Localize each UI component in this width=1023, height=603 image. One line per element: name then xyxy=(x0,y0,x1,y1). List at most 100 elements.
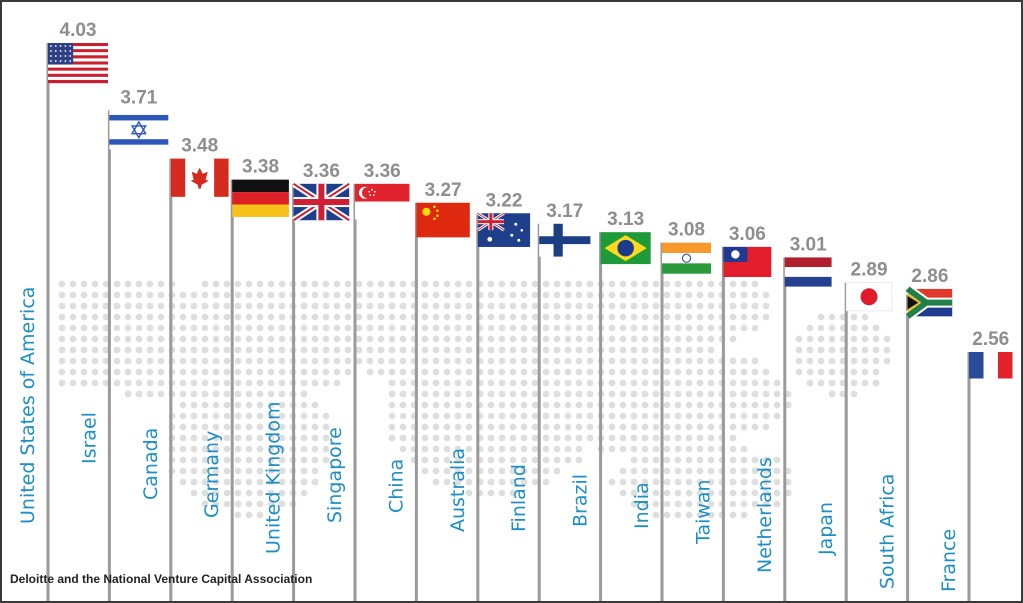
map-dot xyxy=(245,500,253,508)
map-dot xyxy=(652,456,660,464)
map-dot xyxy=(399,324,407,332)
map-dot xyxy=(278,467,286,475)
map-dot xyxy=(432,456,440,464)
map-dot xyxy=(751,412,759,420)
map-dot xyxy=(278,500,286,508)
map-dot xyxy=(729,412,737,420)
taiwan-flag-icon xyxy=(723,246,772,277)
map-dot xyxy=(685,302,693,310)
map-dot xyxy=(454,379,462,387)
map-dot xyxy=(608,302,616,310)
map-dot xyxy=(839,346,847,354)
map-dot xyxy=(608,368,616,376)
map-dot xyxy=(102,379,110,387)
map-dot xyxy=(828,379,836,387)
map-dot xyxy=(179,302,187,310)
map-dot xyxy=(113,313,121,321)
map-dot xyxy=(421,280,429,288)
map-dot xyxy=(564,368,572,376)
map-dot xyxy=(201,313,209,321)
map-dot xyxy=(432,401,440,409)
map-dot xyxy=(190,368,198,376)
map-dot xyxy=(740,445,748,453)
map-dot xyxy=(542,313,550,321)
map-dot xyxy=(674,401,682,409)
map-dot xyxy=(157,335,165,343)
map-dot xyxy=(135,379,143,387)
map-dot xyxy=(300,478,308,486)
map-dot xyxy=(80,291,88,299)
map-dot xyxy=(146,379,154,387)
value-label: 3.71 xyxy=(120,87,157,108)
map-dot xyxy=(388,357,396,365)
map-dot xyxy=(707,368,715,376)
map-dot xyxy=(641,401,649,409)
map-dot xyxy=(267,335,275,343)
map-dot xyxy=(498,379,506,387)
map-dot xyxy=(740,423,748,431)
map-dot xyxy=(663,456,671,464)
map-dot xyxy=(828,390,836,398)
map-dot xyxy=(685,280,693,288)
map-dot xyxy=(630,423,638,431)
map-dot xyxy=(751,291,759,299)
map-dot xyxy=(751,379,759,387)
map-dot xyxy=(729,500,737,508)
map-dot xyxy=(531,467,539,475)
map-dot xyxy=(707,423,715,431)
map-dot xyxy=(773,478,781,486)
map-dot xyxy=(399,379,407,387)
map-dot xyxy=(696,313,704,321)
map-dot xyxy=(762,478,770,486)
map-dot xyxy=(465,478,473,486)
map-dot xyxy=(762,313,770,321)
map-dot xyxy=(850,357,858,365)
map-dot xyxy=(762,423,770,431)
map-dot xyxy=(685,368,693,376)
map-dot xyxy=(465,489,473,497)
map-dot xyxy=(586,335,594,343)
map-dot xyxy=(641,456,649,464)
map-dot xyxy=(223,434,231,442)
map-dot xyxy=(542,368,550,376)
map-dot xyxy=(531,335,539,343)
map-dot xyxy=(58,379,66,387)
map-dot xyxy=(157,302,165,310)
map-dot xyxy=(839,390,847,398)
map-dot xyxy=(256,280,264,288)
map-dot xyxy=(223,368,231,376)
map-dot xyxy=(432,346,440,354)
map-dot xyxy=(652,346,660,354)
map-dot xyxy=(564,346,572,354)
map-dot xyxy=(454,456,462,464)
map-dot xyxy=(641,500,649,508)
map-dot xyxy=(465,280,473,288)
map-dot xyxy=(817,324,825,332)
map-dot xyxy=(685,434,693,442)
map-dot xyxy=(432,291,440,299)
map-dot xyxy=(575,346,583,354)
map-dot xyxy=(564,434,572,442)
map-dot xyxy=(498,313,506,321)
map-dot xyxy=(245,302,253,310)
map-dot xyxy=(432,302,440,310)
map-dot xyxy=(322,346,330,354)
map-dot xyxy=(157,379,165,387)
map-dot xyxy=(432,335,440,343)
map-dot xyxy=(883,346,891,354)
map-dot xyxy=(388,280,396,288)
map-dot xyxy=(245,445,253,453)
map-dot xyxy=(465,467,473,475)
map-dot xyxy=(619,368,627,376)
map-dot xyxy=(641,335,649,343)
map-dot xyxy=(124,357,132,365)
map-dot xyxy=(509,368,517,376)
map-dot xyxy=(608,280,616,288)
map-dot xyxy=(762,401,770,409)
map-dot xyxy=(817,368,825,376)
map-dot xyxy=(190,291,198,299)
map-dot xyxy=(212,445,220,453)
map-dot xyxy=(223,346,231,354)
map-dot xyxy=(553,324,561,332)
map-dot xyxy=(245,280,253,288)
